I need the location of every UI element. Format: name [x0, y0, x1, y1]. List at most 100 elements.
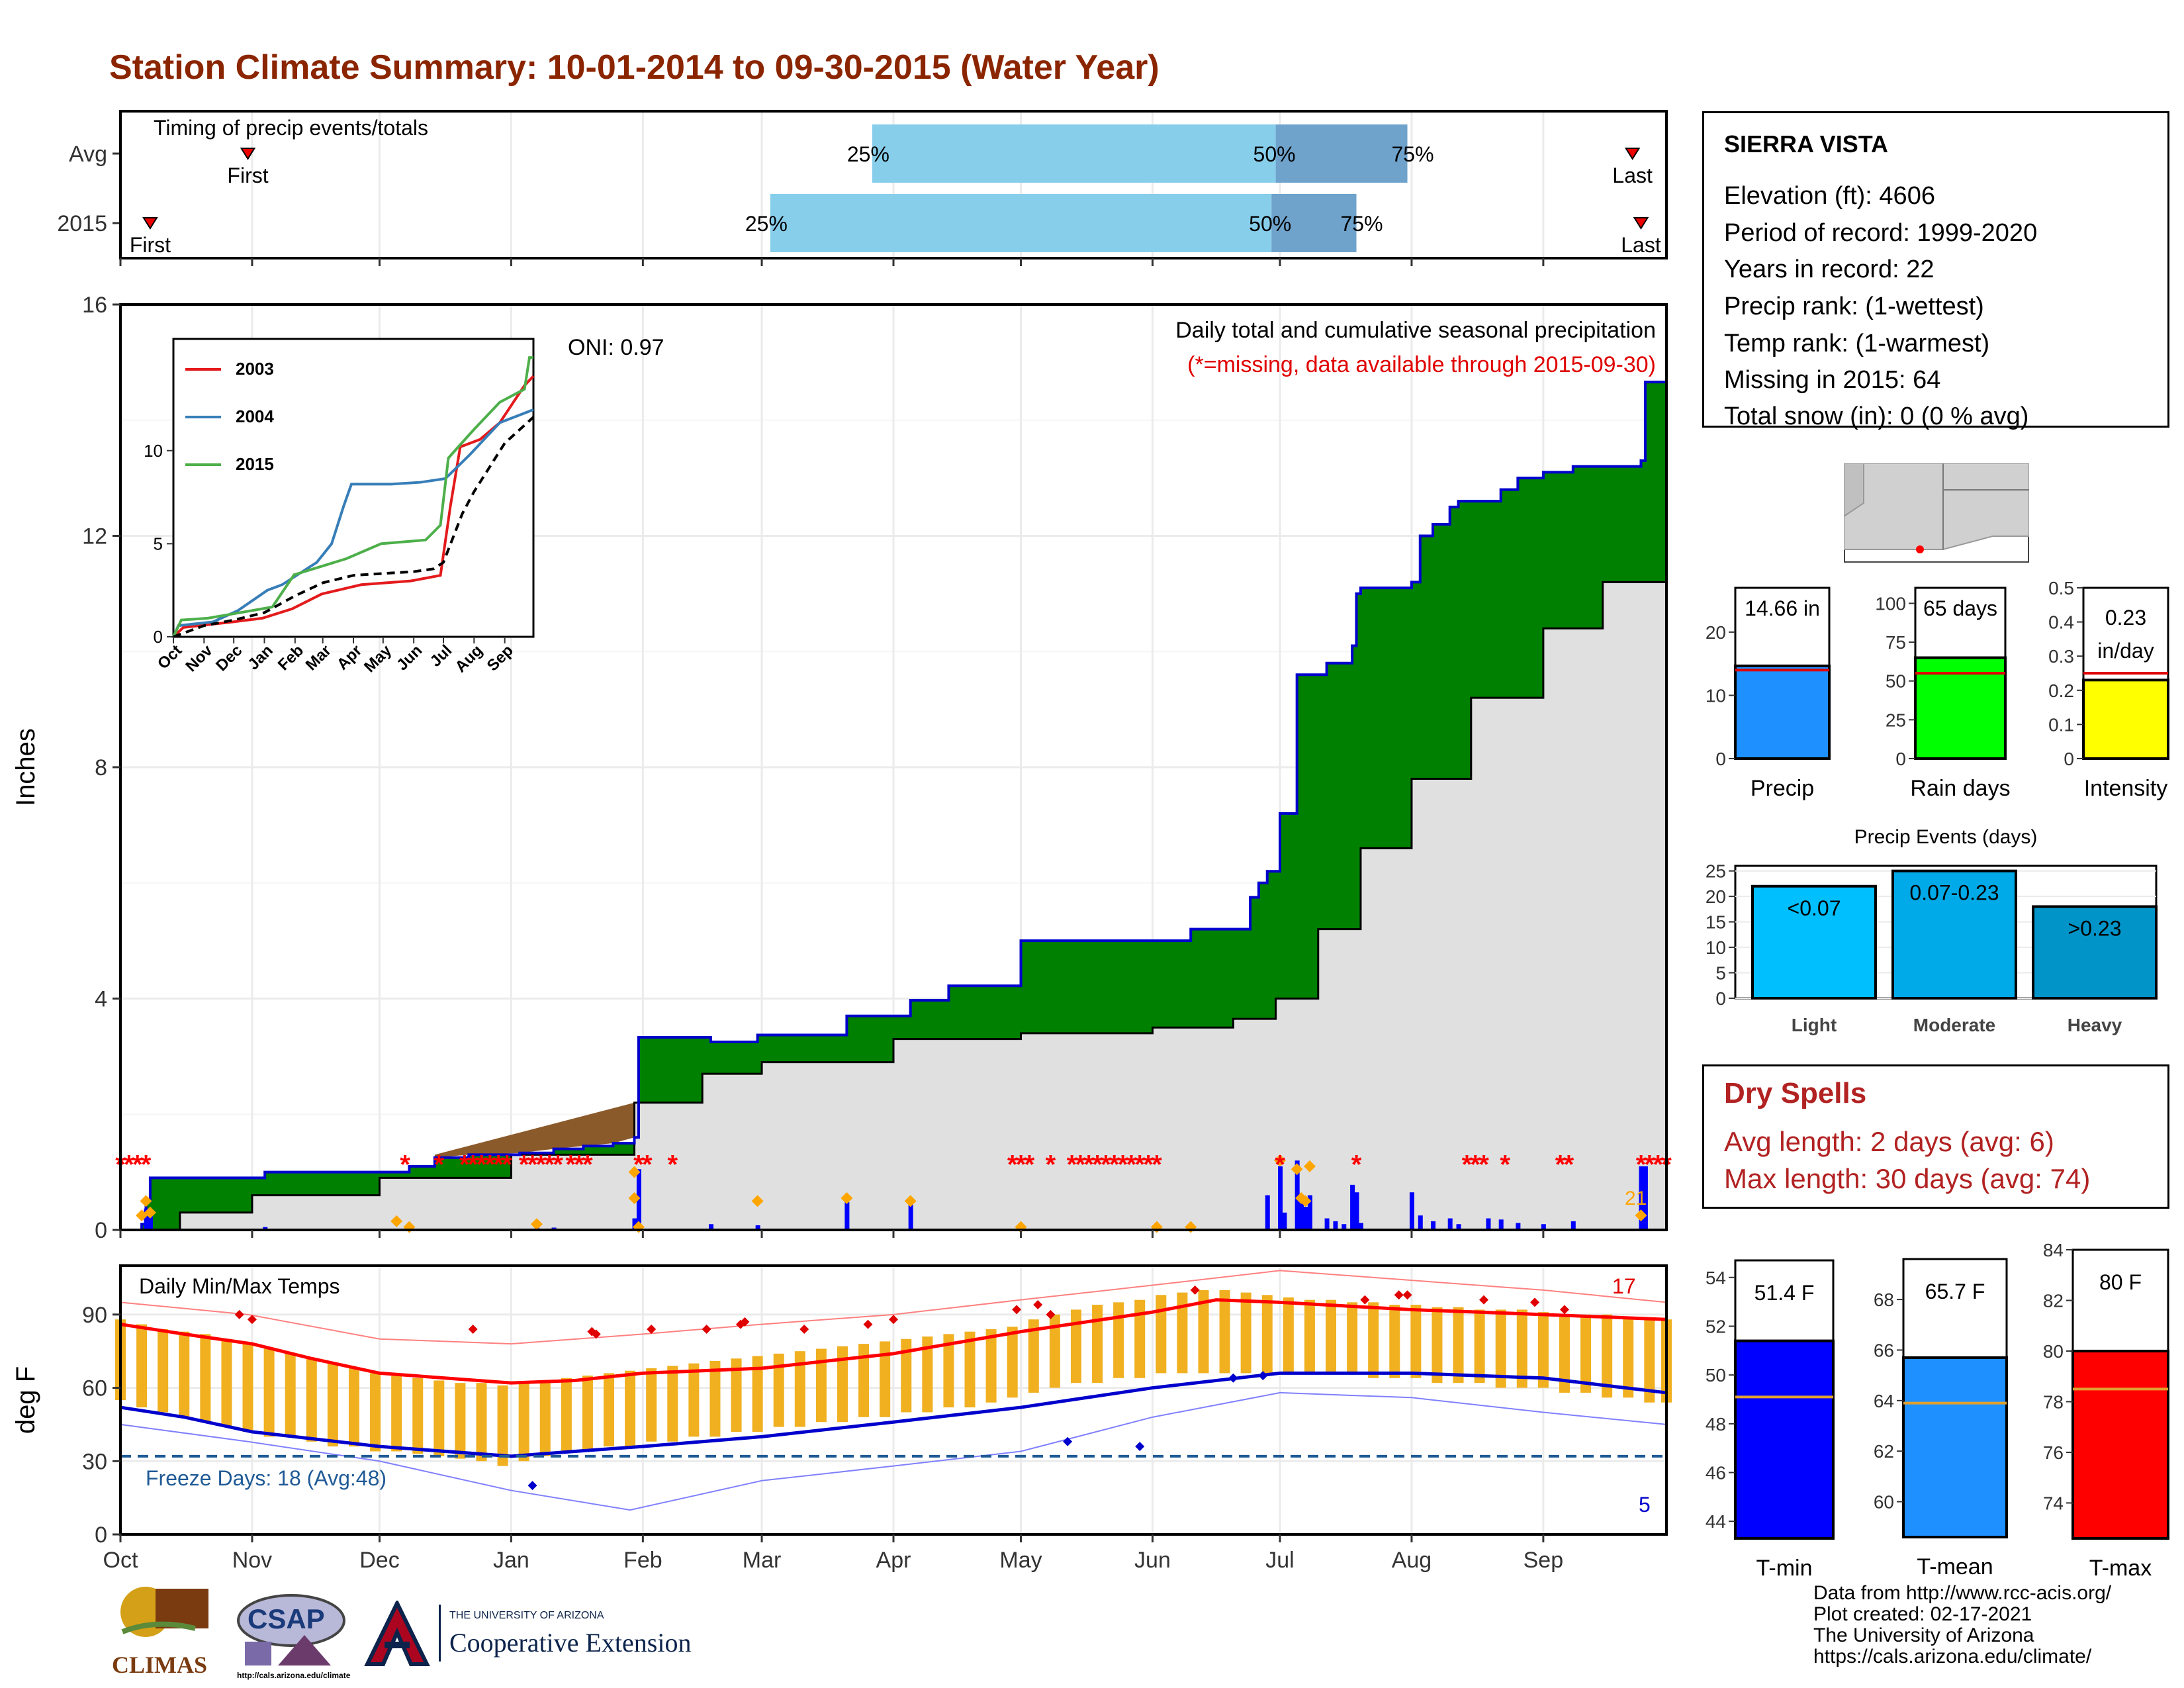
- missing-day-marker: *: [536, 1150, 547, 1179]
- events-bar-heavy: [2032, 905, 2158, 1000]
- dry-spells-panel: Dry Spells Avg length: 2 days (avg: 6) M…: [1702, 1064, 2169, 1209]
- intensity-y-tick-label: 0.3: [2048, 646, 2074, 667]
- intensity-y-tick-label: 0.5: [2048, 578, 2074, 598]
- daily-precip-bar: [1409, 1192, 1414, 1230]
- record-high-marker: [1190, 1285, 1200, 1295]
- daily-temp-range-bar: [263, 1348, 275, 1437]
- daily-precip-bar: [709, 1224, 714, 1230]
- intensity-bar: [2082, 679, 2169, 760]
- dry-spells-max: Max length: 30 days (avg: 74): [1724, 1163, 2091, 1194]
- daily-temp-range-bar: [1453, 1307, 1464, 1383]
- events-chart-title: Precip Events (days): [1854, 826, 2038, 848]
- record-high-marker: [740, 1317, 750, 1327]
- daily-temp-range-bar: [1368, 1302, 1379, 1378]
- missing-day-marker: *: [1024, 1150, 1035, 1179]
- daily-temp-range-bar: [1177, 1292, 1188, 1374]
- daily-temp-range-bar: [497, 1385, 508, 1466]
- daily-temp-range-bar: [1644, 1319, 1655, 1403]
- daily-temp-range-bar: [837, 1346, 848, 1423]
- record-high-marker: [591, 1329, 601, 1339]
- climas-logo-text: CLIMAS: [112, 1652, 208, 1678]
- credit-university: The University of Arizona: [1813, 1624, 2034, 1646]
- month-tick-label: Apr: [876, 1548, 911, 1573]
- dry-spells-avg: Avg length: 2 days (avg: 6): [1724, 1126, 2054, 1157]
- locator-map: [1843, 463, 2030, 563]
- t-mean-y-tick-label: 66: [1874, 1340, 1894, 1360]
- inset-y-tick-label: 10: [144, 441, 163, 461]
- daily-precip-bar: [1307, 1195, 1312, 1230]
- missing-day-marker: *: [1126, 1150, 1137, 1179]
- daily-precip-bar: [1643, 1166, 1648, 1230]
- daily-temp-range-bar: [1028, 1319, 1039, 1393]
- missing-day-marker: *: [553, 1150, 563, 1179]
- daily-temp-range-bar: [476, 1383, 487, 1462]
- t-min-y-tick-label: 52: [1706, 1316, 1726, 1336]
- missing-day-marker: *: [1075, 1150, 1086, 1179]
- station-temp-rank: Temp rank: (1-warmest): [1724, 330, 1990, 357]
- daily-precip-bar: [1639, 1166, 1644, 1230]
- t-min-y-tick-label: 54: [1706, 1268, 1726, 1288]
- daily-precip-bar: [148, 1215, 153, 1230]
- precip-total-y-tick-label: 20: [1706, 622, 1726, 643]
- precip-event-marker: [628, 1166, 641, 1178]
- record-low-marker: [1135, 1442, 1145, 1452]
- timing-row-label: Avg: [69, 142, 107, 167]
- daily-temp-range-bar: [285, 1353, 296, 1437]
- timing-title: Timing of precip events/totals: [154, 116, 428, 140]
- daily-temp-range-bar: [1623, 1317, 1634, 1398]
- events-bar-label: 0.07-0.23: [1909, 881, 1999, 905]
- csap-logo: CSAP http://cals.arizona.edu/climate: [232, 1589, 351, 1685]
- events-y-tick-label: 15: [1706, 912, 1726, 933]
- daily-temp-range-bar: [179, 1331, 190, 1417]
- t-min-bar: [1734, 1339, 1835, 1540]
- events-y-tick-label: 0: [1715, 988, 1726, 1009]
- t-max-y-tick-label: 84: [2043, 1240, 2064, 1260]
- record-low-marker: [1258, 1371, 1268, 1381]
- missing-day-marker: *: [1143, 1150, 1154, 1179]
- daily-precip-bar: [1516, 1223, 1521, 1230]
- daily-precip-bar: [1333, 1221, 1338, 1230]
- t-max-y-tick-label: 74: [2043, 1493, 2064, 1513]
- record-high-marker: [647, 1324, 657, 1334]
- daily-temp-range-bar: [1326, 1299, 1337, 1374]
- daily-temp-range-bar: [412, 1378, 424, 1454]
- t-mean-y-tick-label: 68: [1874, 1289, 1894, 1310]
- record-high-marker: [1530, 1297, 1540, 1307]
- events-y-tick-label: 5: [1715, 963, 1726, 984]
- missing-day-marker: *: [574, 1150, 584, 1179]
- t-max-y-tick-label: 80: [2043, 1341, 2064, 1362]
- precip-total-y-tick-label: 0: [1715, 749, 1726, 769]
- missing-day-marker: *: [1275, 1150, 1285, 1179]
- record-low-count: 5: [1639, 1493, 1651, 1517]
- temp-y-tick-label: 90: [82, 1303, 107, 1328]
- timing-last-marker: [1633, 217, 1649, 230]
- missing-day-marker: *: [1152, 1150, 1162, 1179]
- month-tick-label: Feb: [623, 1548, 662, 1573]
- daily-temp-range-bar: [1495, 1309, 1506, 1388]
- month-tick-label: Jun: [1134, 1548, 1171, 1573]
- daily-precip-bar: [1278, 1166, 1283, 1230]
- events-category-label: Moderate: [1913, 1015, 1995, 1035]
- daily-temp-range-bar: [391, 1376, 402, 1452]
- timing-label-75: 75%: [1392, 142, 1434, 166]
- events-y-tick-label: 25: [1706, 861, 1726, 882]
- timing-chart: Avg 25% 50% 75% First Last 2015 25% 50% 75% First L…: [57, 110, 1668, 266]
- daily-temp-range-bar: [433, 1380, 445, 1456]
- precip-event-marker: [530, 1218, 543, 1231]
- precip-event-marker: [841, 1192, 853, 1204]
- temp-y-axis-label: deg F: [11, 1366, 40, 1434]
- avg-tmin-line: [120, 1371, 1667, 1458]
- daily-temp-range-bar: [1070, 1309, 1081, 1383]
- cum-y-tick-label: 4: [95, 987, 107, 1012]
- daily-temp-range-bar: [1304, 1299, 1315, 1374]
- daily-temp-range-bar: [901, 1338, 912, 1413]
- missing-day-marker: *: [1134, 1150, 1145, 1179]
- missing-day-marker: *: [1092, 1150, 1103, 1179]
- daily-temp-range-bar: [539, 1380, 551, 1456]
- page-title: Station Climate Summary: 10-01-2014 to 0…: [109, 48, 1160, 87]
- cum-chart-title: Daily total and cumulative seasonal prec…: [1175, 318, 1656, 343]
- daily-temp-range-bar: [1113, 1302, 1124, 1378]
- record-high-marker: [1394, 1290, 1404, 1300]
- events-category-label: Heavy: [2068, 1015, 2122, 1035]
- daily-temp-range-bar: [221, 1338, 232, 1427]
